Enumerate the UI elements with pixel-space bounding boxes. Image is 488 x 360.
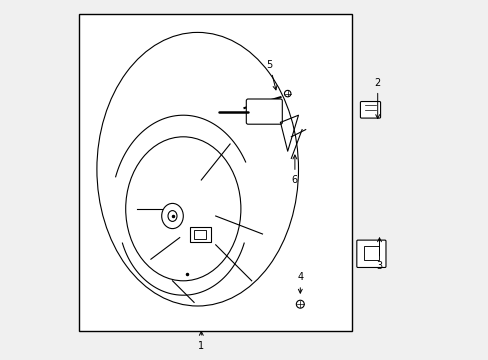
FancyBboxPatch shape xyxy=(194,230,205,239)
Ellipse shape xyxy=(284,90,290,97)
FancyBboxPatch shape xyxy=(360,102,380,118)
FancyBboxPatch shape xyxy=(363,246,379,260)
FancyBboxPatch shape xyxy=(246,99,282,124)
Ellipse shape xyxy=(97,32,298,306)
Text: 4: 4 xyxy=(297,272,303,293)
Ellipse shape xyxy=(296,300,304,308)
Text: 5: 5 xyxy=(266,60,276,90)
FancyBboxPatch shape xyxy=(79,14,352,331)
Text: 6: 6 xyxy=(291,155,297,185)
Ellipse shape xyxy=(125,137,241,281)
Text: 2: 2 xyxy=(374,78,380,118)
Text: 1: 1 xyxy=(198,332,204,351)
FancyBboxPatch shape xyxy=(189,227,211,242)
Ellipse shape xyxy=(168,211,177,221)
Ellipse shape xyxy=(162,203,183,229)
FancyBboxPatch shape xyxy=(356,240,385,267)
Text: 3: 3 xyxy=(376,238,382,271)
